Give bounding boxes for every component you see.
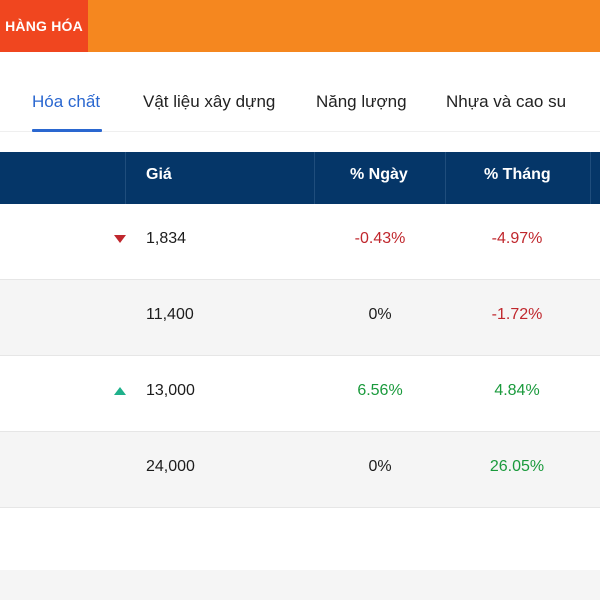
column-header-month-change[interactable]: % Tháng xyxy=(484,166,551,183)
up-arrow-icon xyxy=(114,387,126,395)
table-row[interactable]: 1,834 -0.43% -4.97% xyxy=(0,204,600,280)
table-row[interactable]: 11,400 0% -1.72% xyxy=(0,280,600,356)
month-change-value: -4.97% xyxy=(491,230,543,247)
price-value: 13,000 xyxy=(146,382,195,399)
month-change-value: 26.05% xyxy=(489,458,545,475)
day-change-value: -0.43% xyxy=(354,230,406,247)
column-divider xyxy=(314,152,315,204)
tab-nang-luong[interactable]: Năng lượng xyxy=(316,92,407,111)
price-value: 1,834 xyxy=(146,230,187,247)
active-tab-indicator xyxy=(32,129,102,132)
table-row[interactable]: 24,000 0% 26.05% xyxy=(0,432,600,508)
tab-vat-lieu-xay-dung[interactable]: Vật liệu xây dựng xyxy=(143,92,276,111)
column-header-day-change[interactable]: % Ngày xyxy=(350,166,408,183)
column-divider xyxy=(125,152,126,204)
empty-row xyxy=(0,570,600,600)
price-value: 11,400 xyxy=(146,306,194,323)
category-tabs: Hóa chất Vật liệu xây dựng Năng lượng Nh… xyxy=(0,52,600,132)
day-change-value: 6.56% xyxy=(357,382,403,399)
section-title: HÀNG HÓA xyxy=(0,0,88,52)
column-header-price[interactable]: Giá xyxy=(146,166,172,183)
column-divider xyxy=(445,152,446,204)
tab-nhua-va-cao-su[interactable]: Nhựa và cao su xyxy=(446,92,567,111)
table-row[interactable]: 13,000 6.56% 4.84% xyxy=(0,356,600,432)
down-arrow-icon xyxy=(114,235,126,243)
empty-row xyxy=(0,508,600,570)
top-bar: HÀNG HÓA xyxy=(0,0,600,52)
day-change-value: 0% xyxy=(368,458,392,475)
day-change-value: 0% xyxy=(368,306,392,323)
price-value: 24,000 xyxy=(146,458,195,475)
month-change-value: -1.72% xyxy=(491,306,543,323)
tab-hoa-chat[interactable]: Hóa chất xyxy=(32,92,101,111)
month-change-value: 4.84% xyxy=(494,382,540,399)
table-header: Giá % Ngày % Tháng xyxy=(0,152,600,204)
column-divider xyxy=(590,152,591,204)
